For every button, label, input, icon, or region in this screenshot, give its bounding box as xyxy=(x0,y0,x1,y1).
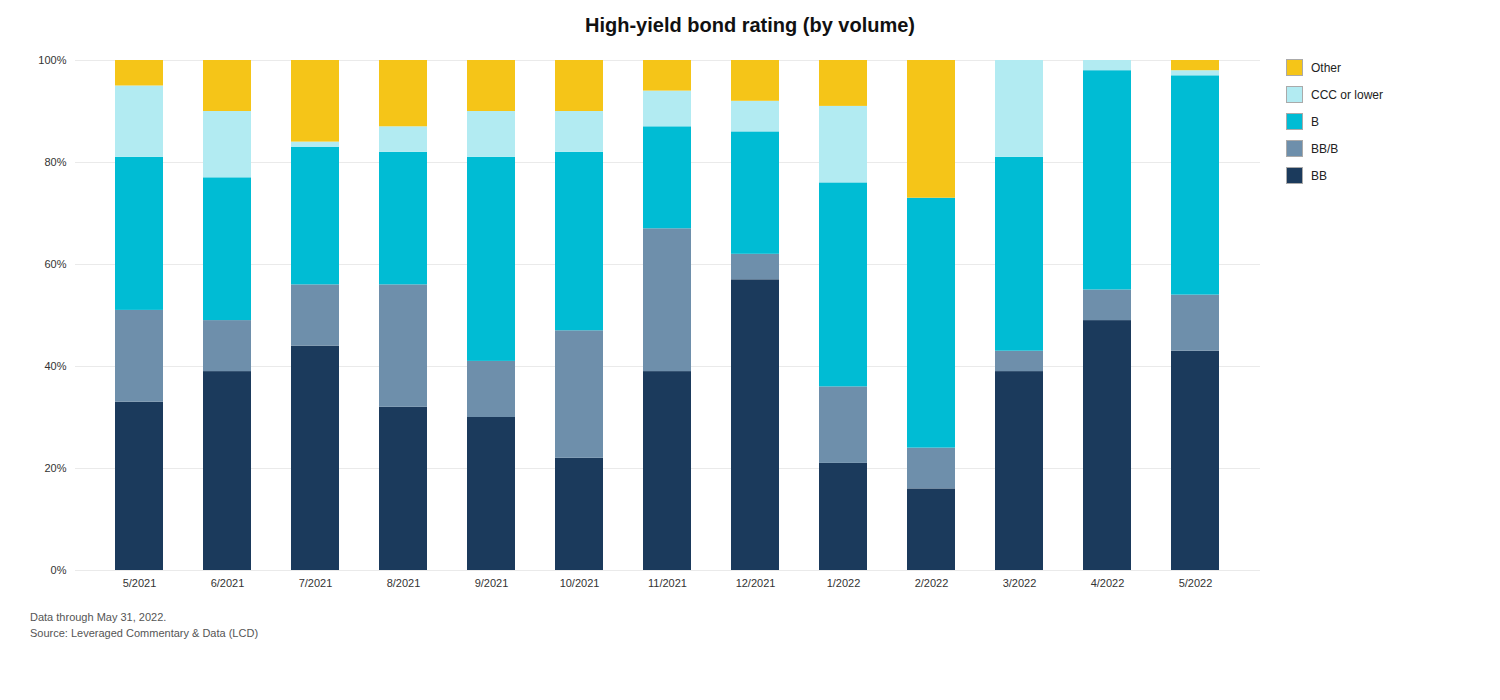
html-text:Other: Other xyxy=(1311,60,1341,75)
svg-text:40%: 40% xyxy=(44,360,66,372)
svg-text:12/2021: 12/2021 xyxy=(736,577,776,589)
svg-text:80%: 80% xyxy=(44,156,66,168)
svg-text:7/2021: 7/2021 xyxy=(299,577,333,589)
html-text:BB: BB xyxy=(1311,168,1327,183)
svg-text:2/2022: 2/2022 xyxy=(915,577,949,589)
svg-text:10/2021: 10/2021 xyxy=(560,577,600,589)
svg-text:6/2021: 6/2021 xyxy=(211,577,245,589)
html-text:Data through May 31, 2022.: Data through May 31, 2022. xyxy=(30,611,167,623)
svg-text:100%: 100% xyxy=(38,54,66,66)
svg-text:11/2021: 11/2021 xyxy=(648,577,687,589)
html-text:B: B xyxy=(1311,114,1319,129)
html-text:Source: Leveraged Commentary &: Source: Leveraged Commentary & Data (LCD… xyxy=(30,627,258,639)
html-text:High-yield bond rating (by vol: High-yield bond rating (by volume) xyxy=(585,14,915,36)
svg-text:5/2022: 5/2022 xyxy=(1179,577,1213,589)
html-text:BB/B: BB/B xyxy=(1311,141,1339,156)
svg-text:3/2022: 3/2022 xyxy=(1003,577,1037,589)
svg-text:1/2022: 1/2022 xyxy=(827,577,861,589)
svg-text:0%: 0% xyxy=(51,564,67,576)
svg-text:5/2021: 5/2021 xyxy=(123,577,157,589)
svg-text:20%: 20% xyxy=(44,462,66,474)
svg-text:60%: 60% xyxy=(44,258,66,270)
svg-text:4/2022: 4/2022 xyxy=(1091,577,1125,589)
svg-text:8/2021: 8/2021 xyxy=(387,577,421,589)
html-text:CCC or lower: CCC or lower xyxy=(1311,87,1383,102)
svg-text:9/2021: 9/2021 xyxy=(475,577,509,589)
